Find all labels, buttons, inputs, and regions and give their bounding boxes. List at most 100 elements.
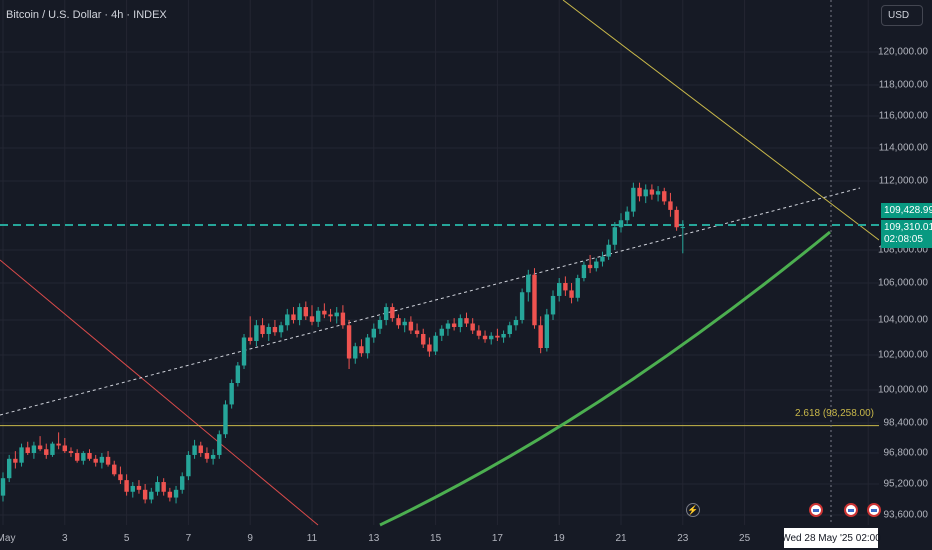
- candle: [291, 314, 296, 320]
- price-tick-label: 112,000.00: [878, 175, 928, 187]
- candle: [507, 325, 512, 334]
- candle: [680, 227, 685, 229]
- candle: [544, 314, 550, 348]
- flag-icon[interactable]: [809, 503, 823, 517]
- price-tick-label: 100,000.00: [877, 384, 928, 396]
- candle: [643, 189, 648, 197]
- price-tick-label: 98,400.00: [883, 417, 929, 429]
- candle: [204, 453, 210, 459]
- horizontal-line-price-badge: 109,428.99: [881, 203, 932, 218]
- candle: [309, 316, 315, 322]
- candle: [414, 330, 420, 334]
- candle: [285, 314, 290, 326]
- candle: [217, 434, 222, 455]
- price-axis[interactable]: [879, 0, 932, 550]
- candle: [346, 325, 352, 359]
- candle: [173, 489, 179, 498]
- candle: [74, 453, 80, 461]
- candle: [526, 274, 531, 293]
- candle: [637, 187, 642, 197]
- candle: [513, 320, 519, 326]
- time-tick-label: 23: [677, 533, 689, 544]
- candle: [631, 187, 636, 212]
- price-tick-label: 102,000.00: [877, 349, 928, 361]
- candle: [180, 476, 185, 490]
- candle: [612, 227, 618, 245]
- price-tick-label: 93,600.00: [883, 509, 929, 521]
- trend-line: [0, 187, 861, 416]
- candle: [501, 334, 506, 338]
- candle: [50, 443, 55, 455]
- candle: [390, 307, 395, 319]
- candle: [587, 264, 593, 269]
- lightning-icon[interactable]: ⚡: [686, 503, 700, 517]
- candle: [495, 335, 500, 338]
- candle: [322, 310, 327, 315]
- candle: [44, 449, 49, 455]
- candle: [458, 318, 463, 327]
- candle: [489, 335, 494, 340]
- candle: [149, 491, 154, 500]
- candle: [278, 325, 284, 333]
- candle: [550, 295, 556, 315]
- candle: [433, 335, 438, 352]
- candle: [649, 189, 655, 195]
- time-tick-label: 25: [739, 533, 751, 544]
- time-tick-label: 17: [491, 533, 503, 544]
- candle: [248, 337, 253, 341]
- candle: [223, 404, 228, 435]
- candle: [427, 344, 432, 352]
- crosshair-date-label: Wed 28 May '25 02:00: [781, 528, 881, 548]
- candle: [464, 318, 469, 324]
- candle: [118, 474, 123, 481]
- candle: [19, 447, 24, 463]
- candle: [402, 321, 407, 326]
- time-tick-label: 9: [247, 533, 253, 544]
- candle: [581, 264, 587, 279]
- candle: [105, 456, 111, 465]
- candle: [334, 312, 339, 317]
- candle: [210, 454, 216, 459]
- candle: [600, 256, 605, 262]
- time-tick-label: 13: [368, 533, 380, 544]
- flag-icon[interactable]: [844, 503, 858, 517]
- candle: [186, 454, 191, 477]
- candle: [575, 278, 580, 298]
- candle: [359, 346, 364, 354]
- candle: [62, 445, 67, 452]
- candle: [674, 209, 679, 228]
- candle: [371, 328, 376, 338]
- candle: [25, 447, 30, 453]
- candle: [87, 453, 92, 459]
- candle: [439, 328, 444, 336]
- flag-icon[interactable]: [867, 503, 881, 517]
- candle: [303, 307, 309, 317]
- time-tick-label: 7: [185, 533, 192, 544]
- symbol-title[interactable]: Bitcoin / U.S. Dollar · 4h · INDEX: [6, 9, 167, 21]
- price-tick-label: 120,000.00: [877, 46, 928, 58]
- candle: [563, 283, 568, 291]
- candle: [142, 489, 148, 500]
- candle: [136, 485, 142, 490]
- time-tick-label: May: [0, 533, 16, 544]
- candle: [297, 307, 302, 320]
- candle: [668, 201, 673, 210]
- candle: [655, 191, 661, 195]
- price-tick-label: 108,000.00: [877, 244, 928, 256]
- trend-line: [0, 259, 319, 526]
- candle: [624, 211, 630, 221]
- price-tick-label: 114,000.00: [878, 142, 928, 154]
- last-price-badge: 109,310.01 02:08:05: [881, 220, 932, 248]
- time-tick-label: 15: [430, 533, 442, 544]
- candle: [421, 334, 426, 345]
- time-tick-label: 19: [553, 533, 565, 544]
- candle: [569, 290, 574, 298]
- currency-button[interactable]: USD: [881, 5, 923, 26]
- candle: [315, 310, 321, 322]
- candle: [260, 325, 265, 334]
- price-tick-label: 95,200.00: [883, 478, 929, 490]
- fib-level-label: 2.618 (98,258.00): [795, 408, 874, 419]
- candle: [482, 335, 488, 340]
- candle: [254, 325, 259, 341]
